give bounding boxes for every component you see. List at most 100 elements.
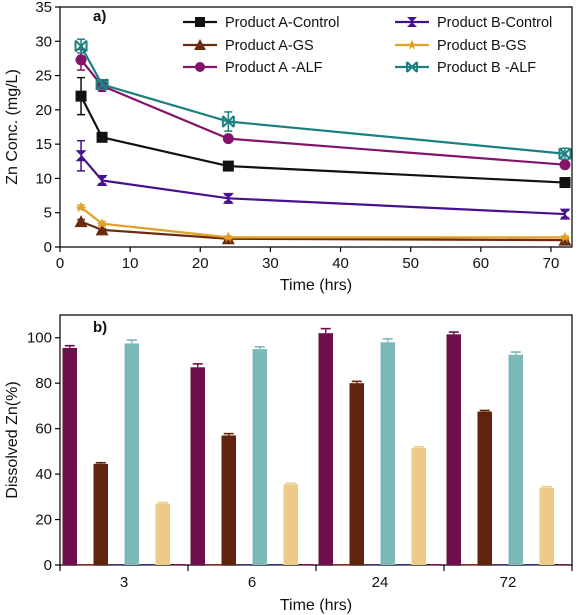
bar bbox=[396, 564, 411, 566]
data-point bbox=[222, 133, 234, 145]
legend-item: Product B-Control bbox=[395, 15, 552, 31]
data-point bbox=[75, 90, 87, 102]
bar bbox=[508, 354, 523, 565]
bar bbox=[411, 447, 426, 565]
category-label: 24 bbox=[372, 574, 389, 591]
panel-a-x-axis-label: Time (hrs) bbox=[280, 277, 352, 294]
data-point bbox=[95, 78, 109, 91]
error-bar bbox=[351, 380, 362, 384]
bar bbox=[446, 334, 461, 565]
error-bar bbox=[95, 461, 106, 464]
x-tick-label: 50 bbox=[402, 255, 419, 272]
legend-label: Product B-GS bbox=[437, 38, 526, 54]
panel-b-bars bbox=[62, 327, 570, 566]
panel-b-label: b) bbox=[93, 319, 107, 336]
data-point bbox=[221, 115, 235, 128]
y-tick-label: 0 bbox=[44, 239, 52, 256]
y-tick-label: 15 bbox=[35, 136, 52, 153]
error-bar bbox=[254, 346, 265, 350]
y-tick-label: 0 bbox=[44, 557, 52, 574]
data-point bbox=[96, 218, 108, 230]
legend-item: Product B-GS bbox=[395, 38, 526, 54]
error-bar bbox=[413, 446, 424, 448]
bar bbox=[206, 564, 221, 566]
error-bar bbox=[157, 501, 168, 504]
series-line bbox=[80, 59, 566, 166]
series-line bbox=[80, 206, 565, 239]
series-4 bbox=[75, 201, 571, 243]
x-tick-label: 30 bbox=[262, 255, 279, 272]
bar bbox=[93, 463, 108, 565]
bar bbox=[268, 564, 283, 566]
bar bbox=[318, 333, 333, 565]
bar bbox=[252, 349, 267, 565]
y-tick-label: 40 bbox=[35, 466, 52, 483]
bar bbox=[283, 484, 298, 565]
error-bar bbox=[541, 485, 552, 488]
y-tick-label: 60 bbox=[35, 421, 52, 438]
panel-a-y-ticks: 0 5 10 15 20 25 30 35 bbox=[35, 0, 60, 256]
legend-label: Product B -ALF bbox=[437, 60, 536, 76]
bar bbox=[555, 564, 570, 566]
legend-label: Product A-Control bbox=[225, 15, 339, 31]
bar bbox=[155, 503, 170, 565]
legend-item: Product A -ALF bbox=[183, 60, 323, 76]
bar bbox=[349, 383, 364, 565]
error-bar bbox=[126, 339, 137, 344]
bar bbox=[221, 435, 236, 565]
bar bbox=[427, 564, 442, 566]
error-bar bbox=[285, 482, 296, 485]
data-point bbox=[558, 233, 572, 246]
x-tick-label: 70 bbox=[543, 255, 560, 272]
y-tick-label: 80 bbox=[35, 375, 52, 392]
data-point bbox=[74, 39, 88, 53]
x-tick-label: 40 bbox=[332, 255, 349, 272]
data-point bbox=[222, 231, 234, 243]
error-bar bbox=[448, 331, 459, 335]
bar bbox=[462, 564, 477, 566]
bar bbox=[380, 342, 395, 565]
legend-item: Product B -ALF bbox=[395, 60, 536, 76]
legend-label: Product B-Control bbox=[437, 15, 552, 31]
bar bbox=[237, 564, 252, 566]
x-tick-label: 60 bbox=[472, 255, 489, 272]
error-bar bbox=[64, 344, 75, 348]
bar bbox=[140, 564, 155, 566]
data-point bbox=[559, 208, 571, 220]
category-label: 6 bbox=[248, 574, 256, 591]
y-tick-label: 5 bbox=[44, 205, 52, 222]
series-line bbox=[80, 95, 566, 184]
bar-chart-panel-b: 0 20 40 60 80 100 3 6 24 72 b) Time (hrs) Dissol… bbox=[4, 314, 573, 614]
y-tick-label: 35 bbox=[35, 0, 52, 16]
bar bbox=[190, 367, 205, 565]
legend-label: Product A-GS bbox=[225, 38, 314, 54]
series-line bbox=[80, 45, 566, 155]
panel-b-x-axis-label: Time (hrs) bbox=[280, 597, 352, 614]
data-point bbox=[559, 231, 571, 243]
panel-a-x-ticks: 0 10 20 30 40 50 60 70 bbox=[56, 247, 559, 272]
data-point bbox=[558, 147, 572, 160]
y-tick-label: 20 bbox=[35, 102, 52, 119]
panel-b-y-axis-label: Dissolved Zn(%) bbox=[4, 381, 21, 498]
panel-a-label: a) bbox=[93, 8, 106, 25]
error-bar bbox=[382, 338, 393, 343]
data-point bbox=[222, 160, 234, 172]
bar bbox=[62, 347, 77, 565]
y-tick-label: 10 bbox=[35, 170, 52, 187]
bar bbox=[109, 564, 124, 566]
bar bbox=[299, 564, 314, 566]
y-tick-label: 30 bbox=[35, 33, 52, 50]
data-point bbox=[96, 174, 108, 186]
series-3 bbox=[75, 139, 571, 220]
data-point bbox=[75, 54, 87, 66]
bar bbox=[171, 564, 186, 566]
bar bbox=[524, 564, 539, 566]
data-point bbox=[559, 159, 571, 171]
data-point bbox=[75, 150, 87, 162]
legend-label: Product A -ALF bbox=[225, 60, 323, 76]
bar bbox=[78, 564, 93, 566]
line-chart-panel-a: 0 5 10 15 20 25 30 35 0 10 20 30 40 50 60 70 a) Time (… bbox=[4, 0, 573, 294]
bar bbox=[539, 487, 554, 565]
series-line bbox=[80, 220, 565, 242]
